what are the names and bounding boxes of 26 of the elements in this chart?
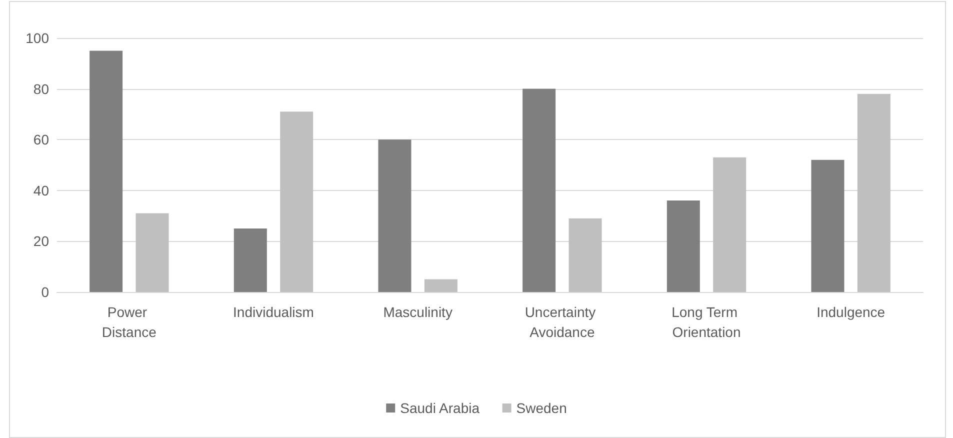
legend-label: Saudi Arabia <box>400 400 480 416</box>
x-tick-label: Individualism <box>233 304 314 320</box>
bar <box>666 200 700 292</box>
y-tick-label: 80 <box>33 80 50 97</box>
y-tick-label: 60 <box>33 132 50 148</box>
x-tick-label: Masculinity <box>383 304 452 320</box>
bar <box>568 218 602 292</box>
bar <box>90 50 123 292</box>
x-tick-label: Power Distance <box>102 304 157 340</box>
y-tick-label: 0 <box>41 284 50 300</box>
bar <box>136 213 169 292</box>
bar <box>234 228 267 292</box>
bar <box>424 279 458 292</box>
bar <box>280 112 314 292</box>
x-tick-label: Indulgence <box>816 304 886 320</box>
bar <box>713 157 746 292</box>
y-tick-label: 20 <box>33 233 50 250</box>
legend-label: Sweden <box>516 400 567 416</box>
bar <box>378 140 412 292</box>
x-tick-label: Long Term Orientation <box>672 304 742 340</box>
bar <box>811 160 844 292</box>
x-tick-label: Uncertainty Avoidance <box>524 304 600 340</box>
y-tick-label: 100 <box>26 30 50 46</box>
bar <box>522 88 556 292</box>
y-tick-label: 40 <box>33 182 50 198</box>
bar <box>857 94 890 292</box>
